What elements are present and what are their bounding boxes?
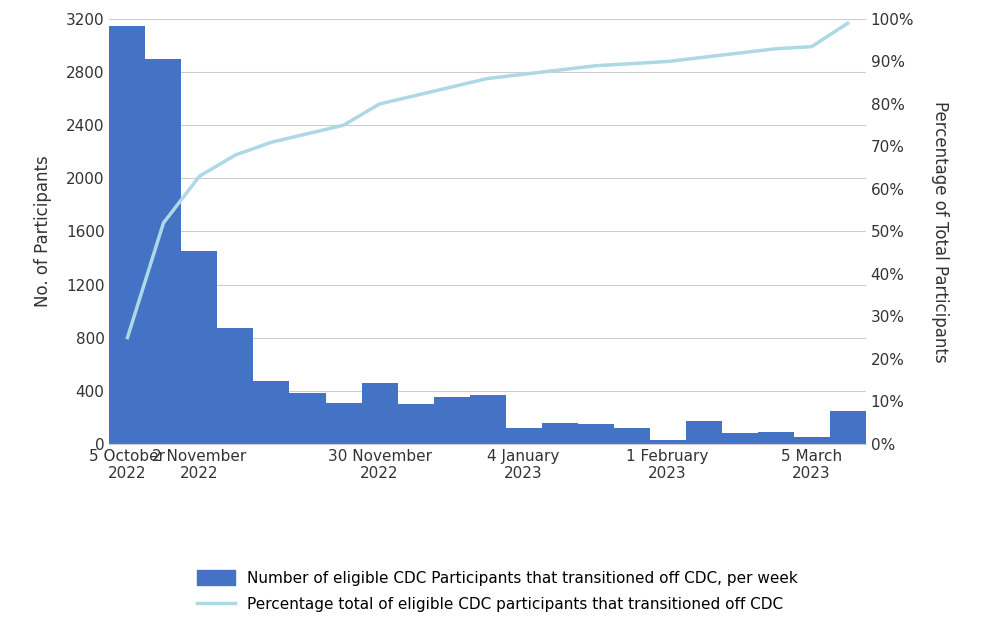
Bar <box>325 403 361 444</box>
Bar <box>398 404 433 444</box>
Legend: Number of eligible CDC Participants that transitioned off CDC, per week, Percent: Number of eligible CDC Participants that… <box>189 562 805 620</box>
Bar <box>649 440 685 444</box>
Bar <box>577 424 613 444</box>
Bar <box>181 251 218 444</box>
Bar <box>793 437 829 444</box>
Bar <box>613 428 649 444</box>
Bar <box>505 428 541 444</box>
Y-axis label: Percentage of Total Participants: Percentage of Total Participants <box>929 101 947 362</box>
Bar <box>253 382 289 444</box>
Bar <box>109 25 145 444</box>
Bar <box>218 328 253 444</box>
Y-axis label: No. of Participants: No. of Participants <box>34 155 52 307</box>
Bar <box>433 398 469 444</box>
Bar <box>145 59 181 444</box>
Bar <box>361 383 398 444</box>
Bar <box>469 395 505 444</box>
Bar <box>685 421 721 444</box>
Bar <box>721 433 756 444</box>
Bar <box>541 422 577 444</box>
Bar <box>829 411 865 444</box>
Bar <box>289 393 325 444</box>
Bar <box>756 432 793 444</box>
